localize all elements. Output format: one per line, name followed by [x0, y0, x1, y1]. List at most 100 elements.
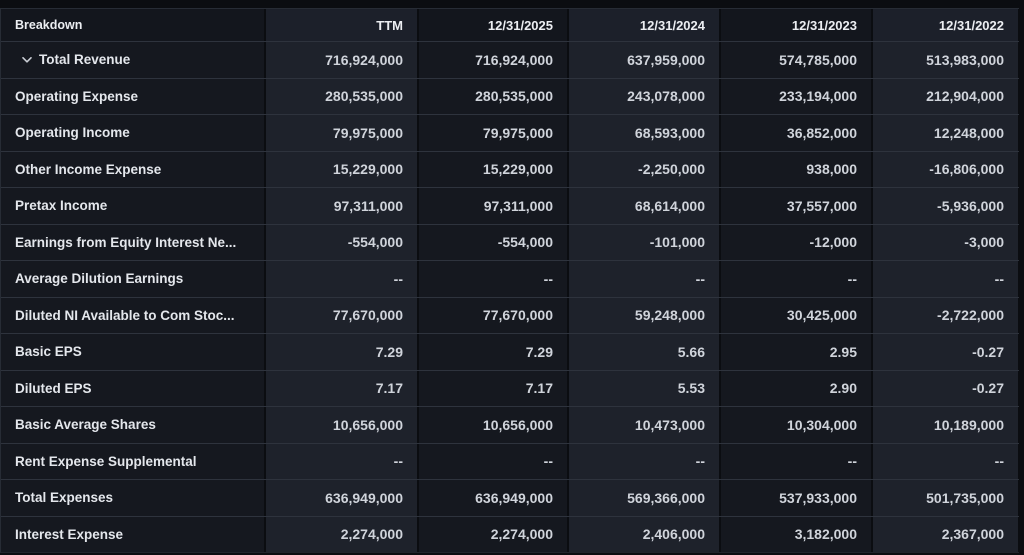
table-row: Diluted NI Available to Com Stoc... 77,67… — [1, 296, 1019, 333]
value-cell: -- — [266, 443, 419, 479]
value-cell: 7.29 — [419, 334, 569, 370]
table-row: Basic EPS 7.29 7.29 5.66 2.95 -0.27 — [1, 333, 1019, 370]
table-row: Pretax Income 97,311,000 97,311,000 68,614,… — [1, 187, 1019, 224]
value-cell: -101,000 — [569, 224, 721, 260]
row-label-cell: Pretax Income — [1, 188, 266, 224]
value-cell: -- — [266, 261, 419, 297]
value-cell: 37,557,000 — [721, 188, 873, 224]
value-cell: -0.27 — [873, 370, 1018, 406]
table-row: Basic Average Shares 10,656,000 10,656,000… — [1, 406, 1019, 443]
column-header-2023: 12/31/2023 — [721, 9, 873, 41]
row-label: Total Revenue — [39, 52, 131, 68]
row-label: Total Expenses — [15, 490, 114, 506]
value-cell: 77,670,000 — [266, 297, 419, 333]
value-cell: 30,425,000 — [721, 297, 873, 333]
value-cell: -- — [873, 261, 1018, 297]
value-cell: -554,000 — [419, 224, 569, 260]
row-label: Diluted NI Available to Com Stoc... — [15, 307, 235, 323]
value-cell: 212,904,000 — [873, 78, 1018, 114]
row-label: Rent Expense Supplemental — [15, 453, 197, 469]
value-cell: 280,535,000 — [266, 78, 419, 114]
value-cell: -- — [721, 443, 873, 479]
value-cell: -12,000 — [721, 224, 873, 260]
value-cell: -- — [569, 261, 721, 297]
row-label-cell: Total Expenses — [1, 480, 266, 516]
table-row: Earnings from Equity Interest Ne... -554,… — [1, 223, 1019, 260]
value-cell: 2,367,000 — [873, 516, 1018, 552]
value-cell: -- — [569, 443, 721, 479]
chevron-down-icon[interactable] — [22, 56, 32, 63]
value-cell: -- — [419, 443, 569, 479]
column-header-2022: 12/31/2022 — [873, 9, 1018, 41]
value-cell: -3,000 — [873, 224, 1018, 260]
row-label: Basic EPS — [15, 344, 82, 360]
value-cell: 233,194,000 — [721, 78, 873, 114]
income-statement-table: Breakdown TTM 12/31/2025 12/31/2024 12/3… — [0, 8, 1019, 553]
row-label-cell: Other Income Expense — [1, 151, 266, 187]
table-row: Operating Expense 280,535,000 280,535,000 2… — [1, 77, 1019, 114]
value-cell: 716,924,000 — [266, 42, 419, 78]
value-cell: 7.29 — [266, 334, 419, 370]
row-label-cell: Average Dilution Earnings — [1, 261, 266, 297]
row-label: Average Dilution Earnings — [15, 271, 184, 287]
column-header-ttm: TTM — [266, 9, 419, 41]
value-cell: 2.90 — [721, 370, 873, 406]
value-cell: 636,949,000 — [266, 480, 419, 516]
row-label-cell: Earnings from Equity Interest Ne... — [1, 224, 266, 260]
value-cell: -2,722,000 — [873, 297, 1018, 333]
value-cell: -2,250,000 — [569, 151, 721, 187]
value-cell: -- — [873, 443, 1018, 479]
value-cell: 10,304,000 — [721, 407, 873, 443]
row-label: Other Income Expense — [15, 161, 162, 177]
row-label-cell: Basic Average Shares — [1, 407, 266, 443]
value-cell: 15,229,000 — [266, 151, 419, 187]
row-label: Pretax Income — [15, 198, 108, 214]
value-cell: 97,311,000 — [419, 188, 569, 224]
table-row: Interest Expense 2,274,000 2,274,000 2,406,… — [1, 515, 1019, 552]
value-cell: 938,000 — [721, 151, 873, 187]
row-label: Diluted EPS — [15, 380, 92, 396]
row-label-cell: Operating Expense — [1, 78, 266, 114]
row-label: Interest Expense — [15, 526, 124, 542]
value-cell: 97,311,000 — [266, 188, 419, 224]
row-label: Operating Income — [15, 125, 130, 141]
value-cell: -5,936,000 — [873, 188, 1018, 224]
row-label: Operating Expense — [15, 88, 139, 104]
value-cell: 513,983,000 — [873, 42, 1018, 78]
row-label-cell: Basic EPS — [1, 334, 266, 370]
value-cell: 36,852,000 — [721, 115, 873, 151]
column-header-breakdown: Breakdown — [1, 9, 266, 41]
row-label-cell: Total Revenue — [1, 42, 266, 78]
value-cell: 501,735,000 — [873, 480, 1018, 516]
table-row: Rent Expense Supplemental -- -- -- -- -- — [1, 442, 1019, 479]
row-label-cell: Diluted NI Available to Com Stoc... — [1, 297, 266, 333]
table-row: Other Income Expense 15,229,000 15,229,000… — [1, 150, 1019, 187]
value-cell: 2,274,000 — [266, 516, 419, 552]
table-row[interactable]: Total Revenue 716,924,000 716,924,000 637,9… — [1, 41, 1019, 78]
value-cell: 574,785,000 — [721, 42, 873, 78]
value-cell: 5.66 — [569, 334, 721, 370]
value-cell: 537,933,000 — [721, 480, 873, 516]
row-label-cell: Diluted EPS — [1, 370, 266, 406]
value-cell: -16,806,000 — [873, 151, 1018, 187]
value-cell: -- — [721, 261, 873, 297]
row-label-cell: Operating Income — [1, 115, 266, 151]
row-label-cell: Interest Expense — [1, 516, 266, 552]
value-cell: 7.17 — [419, 370, 569, 406]
value-cell: 5.53 — [569, 370, 721, 406]
value-cell: -- — [419, 261, 569, 297]
value-cell: 77,670,000 — [419, 297, 569, 333]
value-cell: 3,182,000 — [721, 516, 873, 552]
value-cell: 12,248,000 — [873, 115, 1018, 151]
value-cell: 2,406,000 — [569, 516, 721, 552]
value-cell: 79,975,000 — [419, 115, 569, 151]
table-row: Diluted EPS 7.17 7.17 5.53 2.90 -0.27 — [1, 369, 1019, 406]
value-cell: -0.27 — [873, 334, 1018, 370]
value-cell: 243,078,000 — [569, 78, 721, 114]
value-cell: 10,189,000 — [873, 407, 1018, 443]
table-body: Total Revenue 716,924,000 716,924,000 637,9… — [1, 41, 1019, 552]
value-cell: 10,656,000 — [419, 407, 569, 443]
value-cell: 10,656,000 — [266, 407, 419, 443]
table-row: Total Expenses 636,949,000 636,949,000 569,… — [1, 479, 1019, 516]
value-cell: 79,975,000 — [266, 115, 419, 151]
